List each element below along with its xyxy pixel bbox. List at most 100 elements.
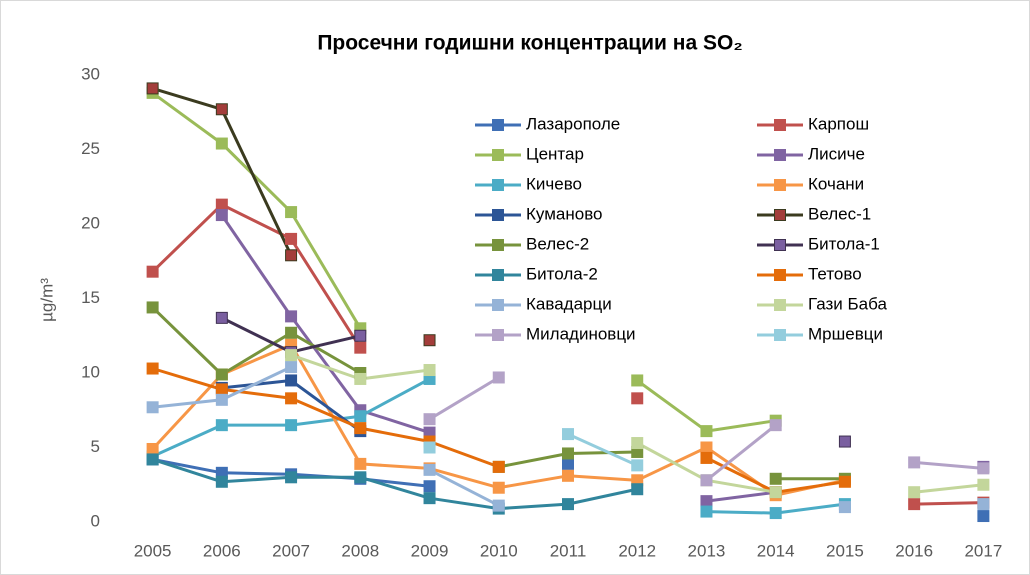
x-tick-label: 2005 bbox=[134, 541, 172, 560]
y-tick-label: 5 bbox=[91, 437, 100, 456]
y-tick-label: 20 bbox=[81, 213, 100, 232]
marker bbox=[423, 441, 436, 454]
marker bbox=[215, 311, 228, 324]
legend-marker bbox=[774, 179, 786, 191]
marker bbox=[215, 419, 228, 432]
legend-label: Кичево bbox=[526, 174, 582, 193]
marker bbox=[977, 462, 990, 475]
legend-label: Миладиновци bbox=[526, 324, 636, 343]
y-axis-label: µg/m³ bbox=[37, 278, 56, 322]
legend-label: Велес-1 bbox=[808, 204, 871, 223]
marker bbox=[215, 103, 228, 116]
marker bbox=[285, 249, 298, 262]
x-tick-label: 2009 bbox=[411, 541, 449, 560]
marker bbox=[700, 505, 713, 518]
marker bbox=[631, 437, 644, 450]
marker bbox=[354, 329, 367, 342]
legend-marker bbox=[492, 179, 504, 191]
marker bbox=[769, 507, 782, 520]
marker bbox=[631, 392, 644, 405]
marker bbox=[492, 460, 505, 473]
marker bbox=[285, 374, 298, 387]
marker bbox=[977, 498, 990, 511]
legend-marker bbox=[774, 299, 786, 311]
legend-marker bbox=[492, 209, 504, 221]
marker bbox=[700, 425, 713, 438]
x-tick-label: 2011 bbox=[550, 541, 587, 560]
x-tick-label: 2012 bbox=[618, 541, 656, 560]
legend-label: Битола-1 bbox=[808, 234, 880, 253]
y-tick-label: 25 bbox=[81, 139, 100, 158]
legend-label: Кавадарци bbox=[526, 294, 612, 313]
y-tick-label: 10 bbox=[81, 362, 100, 381]
marker bbox=[769, 419, 782, 432]
marker bbox=[908, 498, 921, 511]
x-tick-label: 2015 bbox=[826, 541, 864, 560]
y-tick-label: 0 bbox=[91, 511, 100, 530]
y-tick-label: 15 bbox=[81, 288, 100, 307]
marker bbox=[700, 441, 713, 454]
x-tick-label: 2016 bbox=[895, 541, 933, 560]
marker bbox=[769, 472, 782, 485]
marker bbox=[631, 374, 644, 387]
marker bbox=[423, 413, 436, 426]
x-tick-label: 2006 bbox=[203, 541, 241, 560]
legend-label: Куманово bbox=[526, 204, 603, 223]
legend-marker bbox=[492, 239, 504, 251]
marker bbox=[354, 422, 367, 435]
marker bbox=[285, 471, 298, 484]
legend-label: Центар bbox=[526, 144, 584, 163]
marker bbox=[354, 341, 367, 354]
legend-label: Мршевци bbox=[808, 324, 883, 343]
marker bbox=[631, 483, 644, 496]
x-tick-label: 2013 bbox=[688, 541, 726, 560]
marker bbox=[354, 457, 367, 470]
x-tick-label: 2007 bbox=[272, 541, 310, 560]
marker bbox=[562, 469, 574, 482]
marker bbox=[562, 457, 574, 470]
y-tick-label: 30 bbox=[81, 64, 100, 83]
x-tick-label: 2014 bbox=[757, 541, 795, 560]
legend-marker bbox=[774, 239, 786, 251]
marker bbox=[285, 361, 298, 374]
marker bbox=[146, 442, 159, 455]
marker bbox=[700, 474, 713, 487]
marker bbox=[977, 510, 990, 523]
legend-label: Кочани bbox=[808, 174, 864, 193]
marker bbox=[908, 456, 921, 469]
marker bbox=[215, 383, 228, 396]
series-line bbox=[428, 376, 984, 482]
marker bbox=[562, 498, 574, 511]
legend-label: Гази Баба bbox=[808, 294, 887, 313]
marker bbox=[492, 371, 505, 384]
marker bbox=[423, 492, 436, 505]
x-tick-label: 2010 bbox=[480, 541, 518, 560]
marker bbox=[285, 349, 298, 362]
marker bbox=[838, 475, 851, 488]
marker bbox=[215, 393, 228, 406]
marker bbox=[700, 495, 713, 508]
marker bbox=[492, 481, 505, 494]
marker bbox=[146, 453, 159, 466]
legend-marker bbox=[492, 269, 504, 281]
marker bbox=[354, 372, 367, 385]
legend-marker bbox=[774, 269, 786, 281]
marker bbox=[215, 137, 228, 150]
chart-title: Просечни годишни концентрации на SO₂ bbox=[317, 32, 742, 55]
legend-label: Лазарополе bbox=[526, 114, 620, 133]
legend-marker bbox=[492, 149, 504, 161]
legend-marker bbox=[774, 209, 786, 221]
x-tick-label: 2017 bbox=[964, 541, 1002, 560]
marker bbox=[492, 499, 505, 512]
marker bbox=[146, 265, 159, 278]
marker bbox=[838, 501, 851, 514]
legend-marker bbox=[492, 119, 504, 131]
marker bbox=[838, 435, 851, 448]
marker bbox=[146, 301, 159, 314]
legend-marker bbox=[774, 119, 786, 131]
legend-marker bbox=[774, 329, 786, 341]
series-line bbox=[567, 432, 638, 467]
legend-label: Велес-2 bbox=[526, 234, 589, 253]
series-line bbox=[152, 457, 638, 511]
marker bbox=[700, 451, 713, 464]
